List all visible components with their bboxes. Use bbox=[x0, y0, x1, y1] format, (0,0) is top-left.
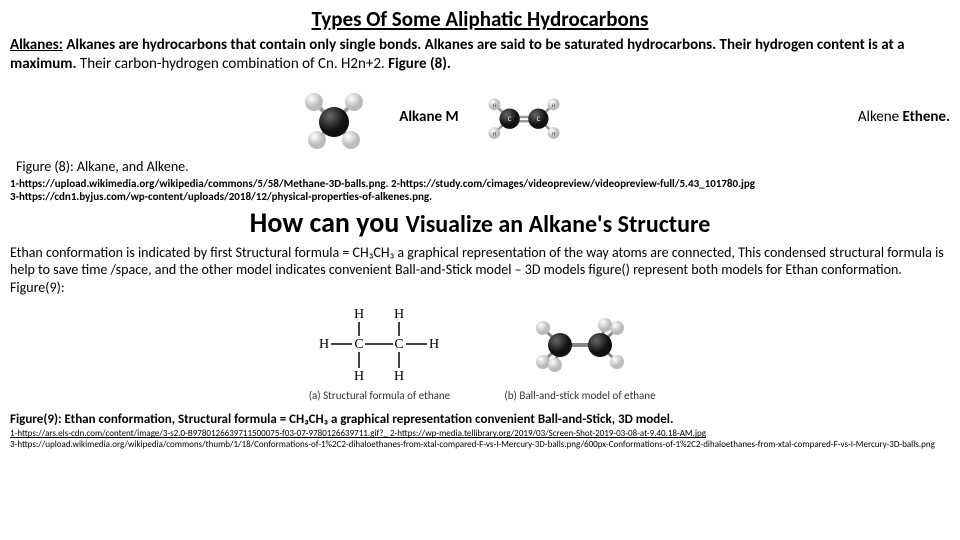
figure-8-caption: Figure (8): Alkane, and Alkene. bbox=[16, 158, 950, 175]
svg-text:C: C bbox=[355, 337, 364, 352]
svg-text:H: H bbox=[354, 307, 364, 322]
methane-molecule-image bbox=[279, 82, 389, 152]
svg-text:C: C bbox=[395, 337, 404, 352]
page-title: Types Of Some Aliphatic Hydrocarbons bbox=[10, 6, 950, 32]
svg-text:H: H bbox=[429, 337, 439, 352]
alkanes-label: Alkanes: bbox=[10, 36, 63, 54]
figure-9-refs: 1-https://ars.els-cdn.com/content/image/… bbox=[10, 429, 950, 451]
svg-text:H: H bbox=[319, 337, 329, 352]
refs-line-2: 3-https://cdn1.byjus.com/wp-content/uplo… bbox=[10, 190, 950, 203]
svg-text:C: C bbox=[536, 115, 540, 123]
svg-text:H: H bbox=[354, 369, 364, 384]
svg-text:C: C bbox=[507, 115, 511, 123]
figure-9-caption: Figure(9): Ethan conformation, Structura… bbox=[10, 412, 950, 427]
svg-text:H: H bbox=[492, 102, 495, 108]
title2-a: How can you bbox=[250, 205, 406, 240]
panel-a-caption: (a) Structural formula of ethane bbox=[309, 389, 450, 402]
refs2-line-2: 3-https://upload.wikimedia.org/wikipedia… bbox=[10, 440, 950, 451]
ethene-molecule-image: C C H H H H bbox=[469, 82, 579, 152]
svg-text:H: H bbox=[492, 131, 495, 137]
title2-b: Visualize an Alkane's Structure bbox=[406, 210, 711, 239]
alkene-label-b: Ethene. bbox=[902, 108, 950, 126]
alkene-label-a: Alkene bbox=[858, 108, 903, 126]
figure-8-row: Alkane M C C H H H H Alkene Ethene. bbox=[10, 78, 950, 156]
panel-b-caption: (b) Ball-and-stick model of ethane bbox=[504, 389, 655, 402]
alkanes-paragraph: Alkanes: Alkanes are hydrocarbons that c… bbox=[10, 36, 950, 74]
ethane-paragraph: Ethan conformation is indicated by first… bbox=[10, 244, 950, 297]
svg-text:H: H bbox=[552, 131, 555, 137]
structural-formula-image: C C H H H H H H bbox=[304, 300, 454, 385]
alkanes-text-formula: Their carbon-hydrogen combination of Cn.… bbox=[77, 55, 385, 73]
section-2-title: How can you Visualize an Alkane's Struct… bbox=[10, 205, 950, 240]
ball-stick-image bbox=[505, 300, 655, 385]
refs-line-1: 1-https://upload.wikimedia.org/wikipedia… bbox=[10, 177, 950, 190]
panel-a: C C H H H H H H (a) Structural formula o… bbox=[304, 300, 454, 402]
svg-text:H: H bbox=[394, 369, 404, 384]
figure-8-refs: 1-https://upload.wikimedia.org/wikipedia… bbox=[10, 177, 950, 203]
panel-b: (b) Ball-and-stick model of ethane bbox=[504, 300, 655, 402]
alkanes-text-fig: Figure (8). bbox=[385, 55, 451, 73]
svg-text:H: H bbox=[394, 307, 404, 322]
figure-9-row: C C H H H H H H (a) Structural formula o… bbox=[10, 300, 950, 410]
svg-text:H: H bbox=[552, 102, 555, 108]
alkene-label: Alkene Ethene. bbox=[858, 108, 950, 126]
alkane-label: Alkane M bbox=[399, 108, 458, 126]
